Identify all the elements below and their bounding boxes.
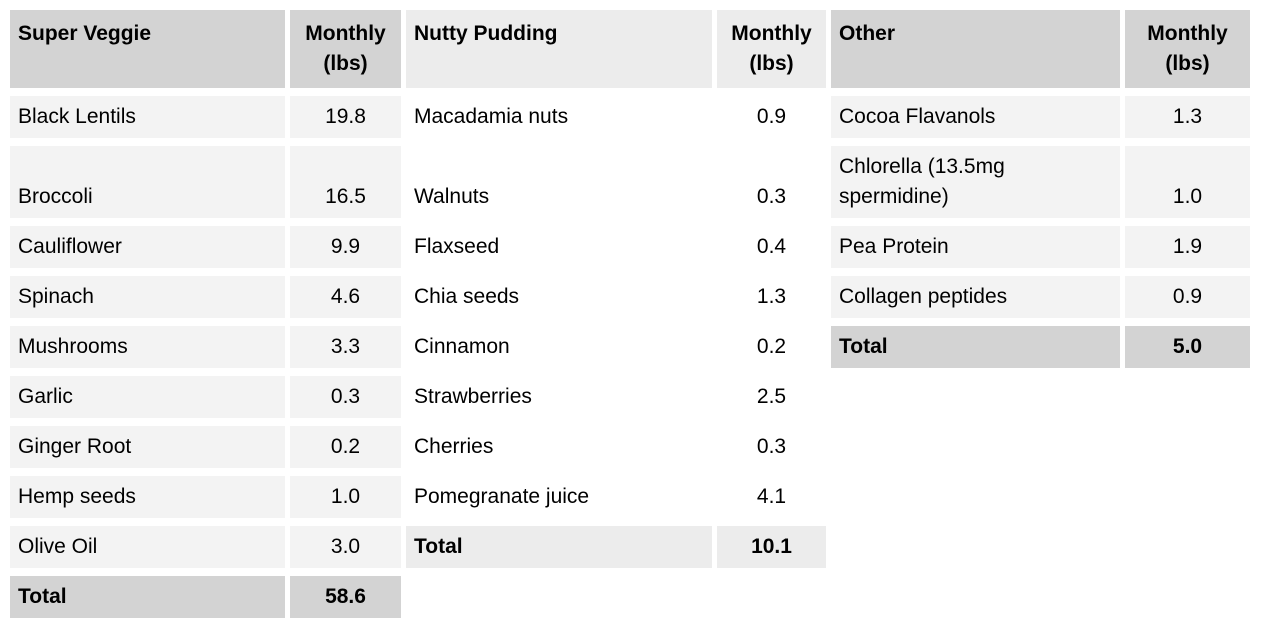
ingredient-quantity-cell: 0.3 [717, 146, 826, 218]
total-value-cell: 58.6 [290, 576, 401, 618]
ingredient-name-cell: Pea Protein [831, 226, 1120, 268]
ingredient-quantity-cell: 3.0 [290, 526, 401, 568]
empty-cell [1125, 526, 1250, 568]
ingredient-name-cell: Spinach [10, 276, 285, 318]
ingredient-quantity-cell: 1.3 [717, 276, 826, 318]
empty-cell [831, 476, 1120, 518]
ingredient-name-cell: Chlorella (13.5mg spermidine) [831, 146, 1120, 218]
ingredient-name-cell: Broccoli [10, 146, 285, 218]
empty-cell [831, 576, 1120, 618]
table-row: Broccoli 16.5 Walnuts 0.3 Chlorella (13.5mg … [10, 146, 1250, 218]
empty-cell [831, 426, 1120, 468]
ingredient-name-cell: Pomegranate juice [406, 476, 712, 518]
ingredient-name-cell: Black Lentils [10, 96, 285, 138]
ingredient-quantity-cell: 0.9 [1125, 276, 1250, 318]
total-value-cell: 10.1 [717, 526, 826, 568]
ingredient-quantity-cell: 1.9 [1125, 226, 1250, 268]
total-label-cell: Total [831, 326, 1120, 368]
ingredient-quantity-cell: 3.3 [290, 326, 401, 368]
ingredient-quantity-cell: 4.6 [290, 276, 401, 318]
monthly-lbs-header: Monthly (lbs) [717, 10, 826, 88]
ingredient-quantity-cell: 0.3 [290, 376, 401, 418]
table-row: Garlic 0.3 Strawberries 2.5 [10, 376, 1250, 418]
table-row: Cauliflower 9.9 Flaxseed 0.4 Pea Protein 1.9 [10, 226, 1250, 268]
ingredient-quantity-cell: 2.5 [717, 376, 826, 418]
ingredient-quantity-cell: 4.1 [717, 476, 826, 518]
total-label-cell: Total [10, 576, 285, 618]
empty-cell [831, 526, 1120, 568]
ingredient-name-cell: Cinnamon [406, 326, 712, 368]
ingredient-quantity-cell: 16.5 [290, 146, 401, 218]
ingredient-name-cell: Cherries [406, 426, 712, 468]
ingredient-name-cell: Collagen peptides [831, 276, 1120, 318]
ingredient-name-cell: Chia seeds [406, 276, 712, 318]
ingredient-name-cell: Strawberries [406, 376, 712, 418]
grid-body: Black Lentils 19.8 Macadamia nuts 0.9 Cocoa … [10, 96, 1250, 618]
empty-cell [1125, 576, 1250, 618]
ingredient-quantity-cell: 0.2 [717, 326, 826, 368]
table-title-super-veggie: Super Veggie [10, 10, 285, 88]
table-row: Total 58.6 [10, 576, 1250, 618]
table-header: Super Veggie Monthly (lbs) Nutty Pudding… [10, 10, 1250, 88]
ingredient-quantity-cell: 0.3 [717, 426, 826, 468]
header-row: Super Veggie Monthly (lbs) Nutty Pudding… [10, 10, 1250, 88]
table-row: Spinach 4.6 Chia seeds 1.3 Collagen peptides… [10, 276, 1250, 318]
table-row: Hemp seeds 1.0 Pomegranate juice 4.1 [10, 476, 1250, 518]
table-row: Olive Oil 3.0 Total 10.1 [10, 526, 1250, 568]
ingredient-quantity-cell: 1.0 [1125, 146, 1250, 218]
empty-cell [1125, 426, 1250, 468]
ingredient-name-cell: Macadamia nuts [406, 96, 712, 138]
ingredient-name-cell: Garlic [10, 376, 285, 418]
ingredient-name-cell: Mushrooms [10, 326, 285, 368]
ingredient-name-cell: Walnuts [406, 146, 712, 218]
empty-cell [717, 576, 826, 618]
empty-cell [1125, 476, 1250, 518]
ingredient-name-cell: Cocoa Flavanols [831, 96, 1120, 138]
ingredient-quantity-cell: 0.9 [717, 96, 826, 138]
table-row: Ginger Root 0.2 Cherries 0.3 [10, 426, 1250, 468]
table-title-other: Other [831, 10, 1120, 88]
ingredient-quantity-cell: 0.4 [717, 226, 826, 268]
empty-cell [406, 576, 712, 618]
ingredient-quantity-cell: 0.2 [290, 426, 401, 468]
total-label-cell: Total [406, 526, 712, 568]
table-row: Black Lentils 19.8 Macadamia nuts 0.9 Cocoa … [10, 96, 1250, 138]
grocery-quantities-table: Super Veggie Monthly (lbs) Nutty Pudding… [5, 2, 1255, 626]
total-value-cell: 5.0 [1125, 326, 1250, 368]
table-row: Mushrooms 3.3 Cinnamon 0.2 Total 5.0 [10, 326, 1250, 368]
ingredient-name-cell: Hemp seeds [10, 476, 285, 518]
ingredient-quantity-cell: 1.0 [290, 476, 401, 518]
table-title-nutty-pudding: Nutty Pudding [406, 10, 712, 88]
empty-cell [831, 376, 1120, 418]
ingredient-name-cell: Olive Oil [10, 526, 285, 568]
ingredient-quantity-cell: 1.3 [1125, 96, 1250, 138]
ingredient-quantity-cell: 9.9 [290, 226, 401, 268]
ingredient-name-cell: Cauliflower [10, 226, 285, 268]
ingredient-name-cell: Flaxseed [406, 226, 712, 268]
monthly-lbs-header: Monthly (lbs) [1125, 10, 1250, 88]
empty-cell [1125, 376, 1250, 418]
ingredient-name-cell: Ginger Root [10, 426, 285, 468]
ingredient-quantity-cell: 19.8 [290, 96, 401, 138]
monthly-lbs-header: Monthly (lbs) [290, 10, 401, 88]
